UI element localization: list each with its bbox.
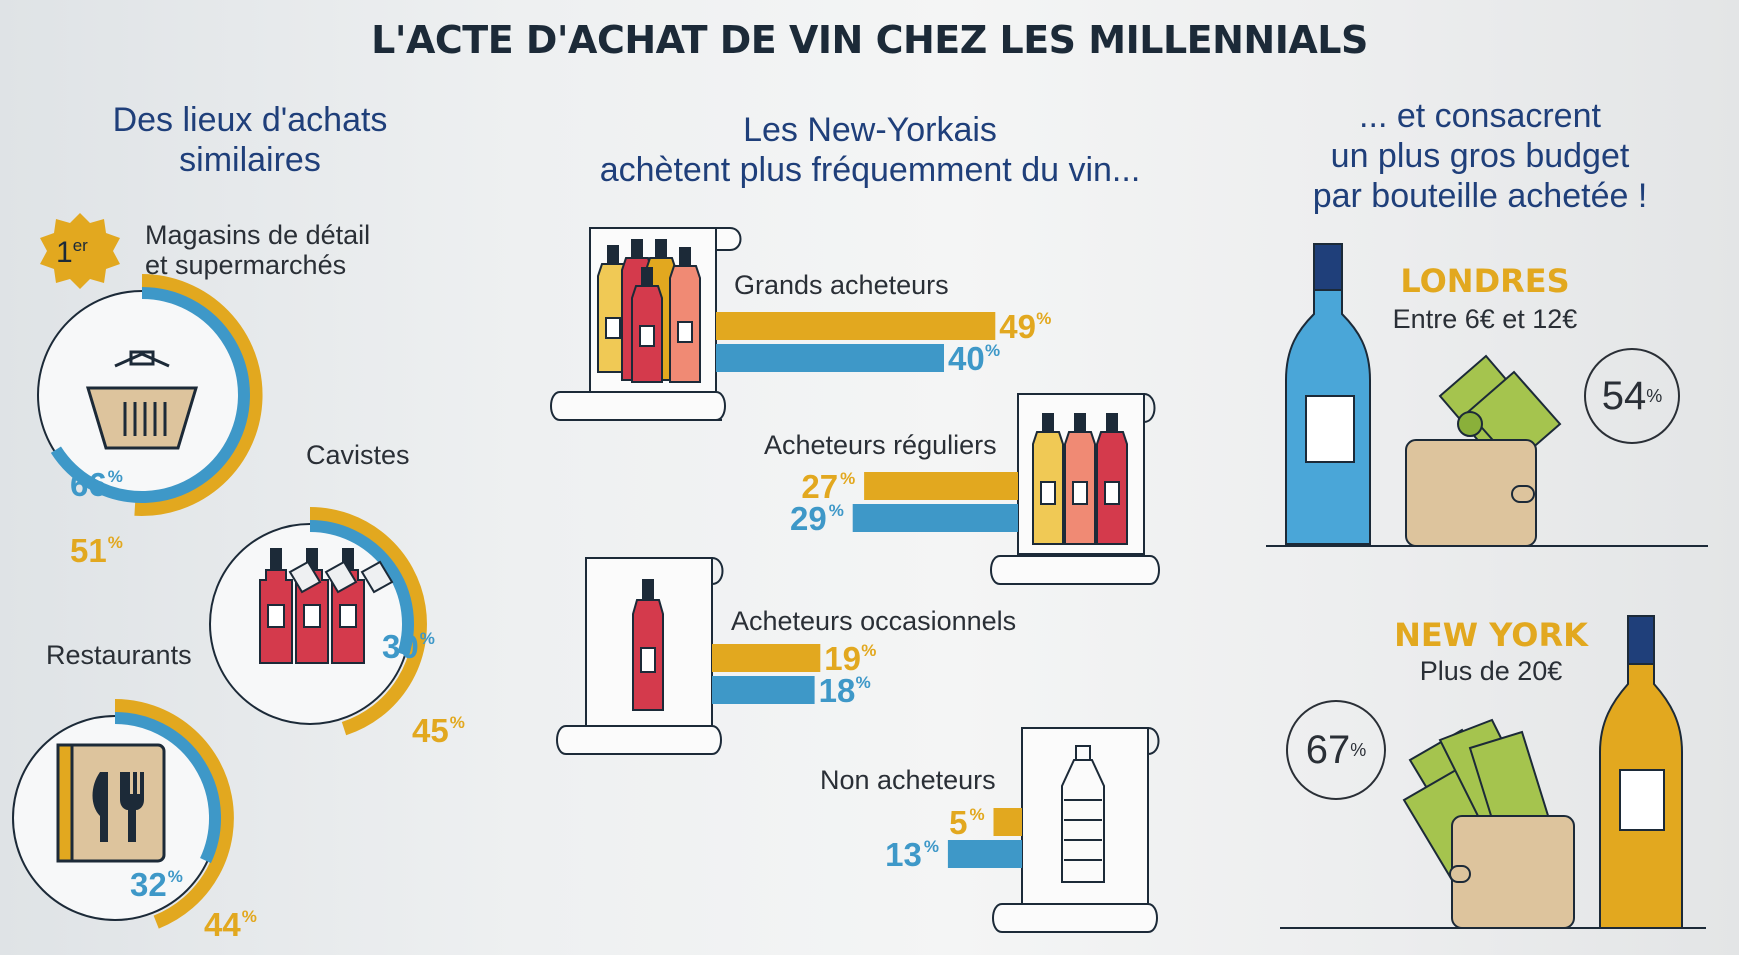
retail-newyork-value: 66: [70, 466, 107, 503]
bar-1-series-0: [864, 472, 1018, 500]
right-heading: ... et consacrent un plus gros budget pa…: [1270, 96, 1690, 216]
city-range-london: Entre 6€ et 12€: [1392, 304, 1578, 334]
bar-0-series-0-label: 49: [999, 308, 1036, 345]
category-label-0: Grands acheteurs: [734, 270, 949, 300]
restaurants-newyork-pct: 32%: [130, 866, 183, 903]
bar-0-series-0: [716, 312, 996, 340]
item-label-cavistes: Cavistes: [306, 440, 410, 470]
bar-3-series-0-label: 5: [949, 804, 967, 841]
retail-london-value: 51: [70, 532, 107, 569]
item-label-restaurants: Restaurants: [46, 640, 192, 670]
bar-2-series-1: [712, 676, 815, 704]
rank-badge-number: 1: [56, 236, 73, 269]
category-label-1: Acheteurs réguliers: [764, 430, 997, 460]
bar-0-series-1: [716, 344, 944, 372]
bar-3-series-1-unit: %: [924, 837, 939, 856]
category-label-2: Acheteurs occasionnels: [731, 606, 1017, 636]
donut-retail-newyork-arc: [50, 287, 250, 503]
cavistes-london-pct: 45%: [412, 712, 465, 749]
donut-retail-london-arc: [134, 274, 263, 516]
middle-heading-line-2: achètent plus fréquemment du vin...: [599, 151, 1141, 189]
bar-1-series-1-label: 29: [790, 500, 827, 537]
category-label-3: Non acheteurs: [820, 765, 996, 795]
bar-2-series-1-unit: %: [856, 673, 871, 692]
middle-heading: Les New-Yorkais achètent plus fréquemmen…: [520, 110, 1220, 190]
bar-1-series-0-label: 27: [801, 468, 838, 505]
bar-0-series-1-label: 40: [948, 340, 985, 377]
bar-3-series-1: [947, 840, 1022, 868]
item-label-retail: Magasins de détail et supermarchés: [145, 220, 370, 280]
left-heading-line-2: similaires: [179, 141, 321, 179]
bar-1-series-1-unit: %: [829, 501, 844, 520]
bar-0-series-1-unit: %: [985, 341, 1000, 360]
retail-london-pct: 51%: [70, 532, 123, 569]
bar-2-series-0: [712, 644, 821, 672]
rank-badge-suffix: er: [72, 236, 88, 255]
donut-restaurants-newyork-arc: [114, 712, 221, 864]
middle-heading-line-1: Les New-Yorkais: [743, 111, 997, 149]
restaurants-newyork-value: 32: [130, 866, 167, 903]
percent-badge-newyork: 67%: [1286, 700, 1386, 800]
cavistes-newyork-value: 30: [382, 628, 419, 665]
right-heading-line-1: ... et consacrent: [1359, 97, 1601, 135]
page-title: L'ACTE D'ACHAT DE VIN CHEZ LES MILLENNIA…: [371, 18, 1368, 62]
bar-1-series-0-unit: %: [840, 469, 855, 488]
bar-3-series-0: [993, 808, 1022, 836]
bar-3-series-0-unit: %: [970, 805, 985, 824]
right-heading-line-3: par bouteille achetée !: [1312, 177, 1648, 215]
item-label-retail-line-1: Magasins de détail: [145, 220, 371, 250]
right-heading-line-2: un plus gros budget: [1330, 137, 1630, 175]
rank-badge: 1er: [56, 236, 88, 270]
bar-1-series-1: [852, 504, 1018, 532]
bar-3-series-1-label: 13: [885, 836, 922, 873]
percent-badge-london: 54%: [1584, 348, 1680, 444]
restaurants-london-pct: 44%: [204, 906, 257, 943]
percent-badge-newyork-value: 67: [1305, 727, 1351, 772]
bar-2-series-1-label: 18: [819, 672, 856, 709]
bar-2-series-0-unit: %: [861, 641, 876, 660]
city-range-newyork: Plus de 20€: [1419, 656, 1563, 686]
percent-badge-london-value: 54: [1601, 373, 1647, 418]
bar-2-series-0-label: 19: [824, 640, 861, 677]
restaurants-london-value: 44: [204, 906, 241, 943]
left-heading-line-1: Des lieux d'achats: [112, 101, 388, 139]
city-name-newyork: NEW YORK: [1394, 616, 1588, 654]
city-name-london: LONDRES: [1400, 262, 1570, 300]
item-label-retail-line-2: et supermarchés: [145, 250, 347, 280]
cavistes-newyork-pct: 30%: [382, 628, 435, 665]
bar-0-series-0-unit: %: [1036, 309, 1051, 328]
left-heading: Des lieux d'achats similaires: [60, 100, 440, 180]
donut-cavistes-london-arc: [309, 507, 427, 736]
cavistes-london-value: 45: [412, 712, 449, 749]
retail-newyork-pct: 66%: [70, 466, 123, 503]
donut-restaurants-london-arc: [114, 699, 234, 929]
